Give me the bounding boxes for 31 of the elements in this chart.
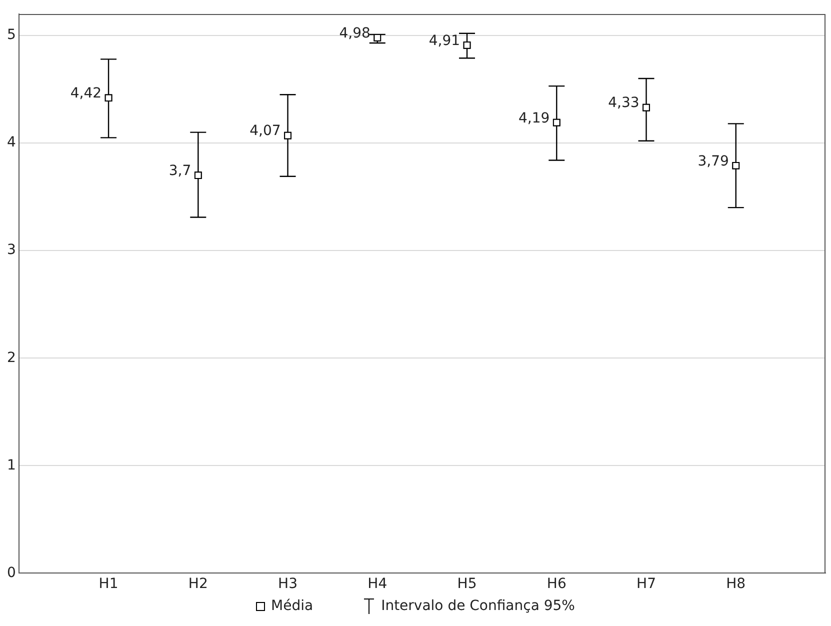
x-tick-label: H1 [98,576,118,592]
data-label: 4,07 [250,123,281,140]
point [284,132,292,140]
data-label: 4,91 [428,32,460,49]
x-tick-label: H3 [278,576,298,592]
y-tick-label: 5 [6,27,16,44]
legend-label: Média [271,598,314,614]
x-tick-label: H6 [546,576,566,592]
data-label: 4,19 [518,110,550,126]
point [463,42,471,49]
y-tick-label: 3 [6,242,16,258]
data-label: 4,33 [608,95,640,112]
data-label: 3,7 [168,162,192,179]
x-tick-label: H8 [726,576,746,592]
y-tick-label: 2 [6,350,16,366]
point [104,94,112,102]
data-label: 3,79 [698,153,729,170]
point [194,172,202,179]
data-label: 4,98 [339,25,370,42]
x-tick-label: H4 [368,576,388,592]
y-tick-label: 1 [6,457,16,474]
y-tick-label: 0 [6,564,16,581]
x-tick-label: H5 [457,576,477,592]
x-tick-label: H2 [188,576,208,592]
data-label: 4,42 [70,86,102,102]
point [552,118,560,126]
point [732,162,740,170]
text: Intervalo de Confiança 95% [381,598,575,614]
y-tick-label: 4 [6,134,16,151]
point [642,104,650,112]
x-tick-label: H7 [636,576,656,592]
